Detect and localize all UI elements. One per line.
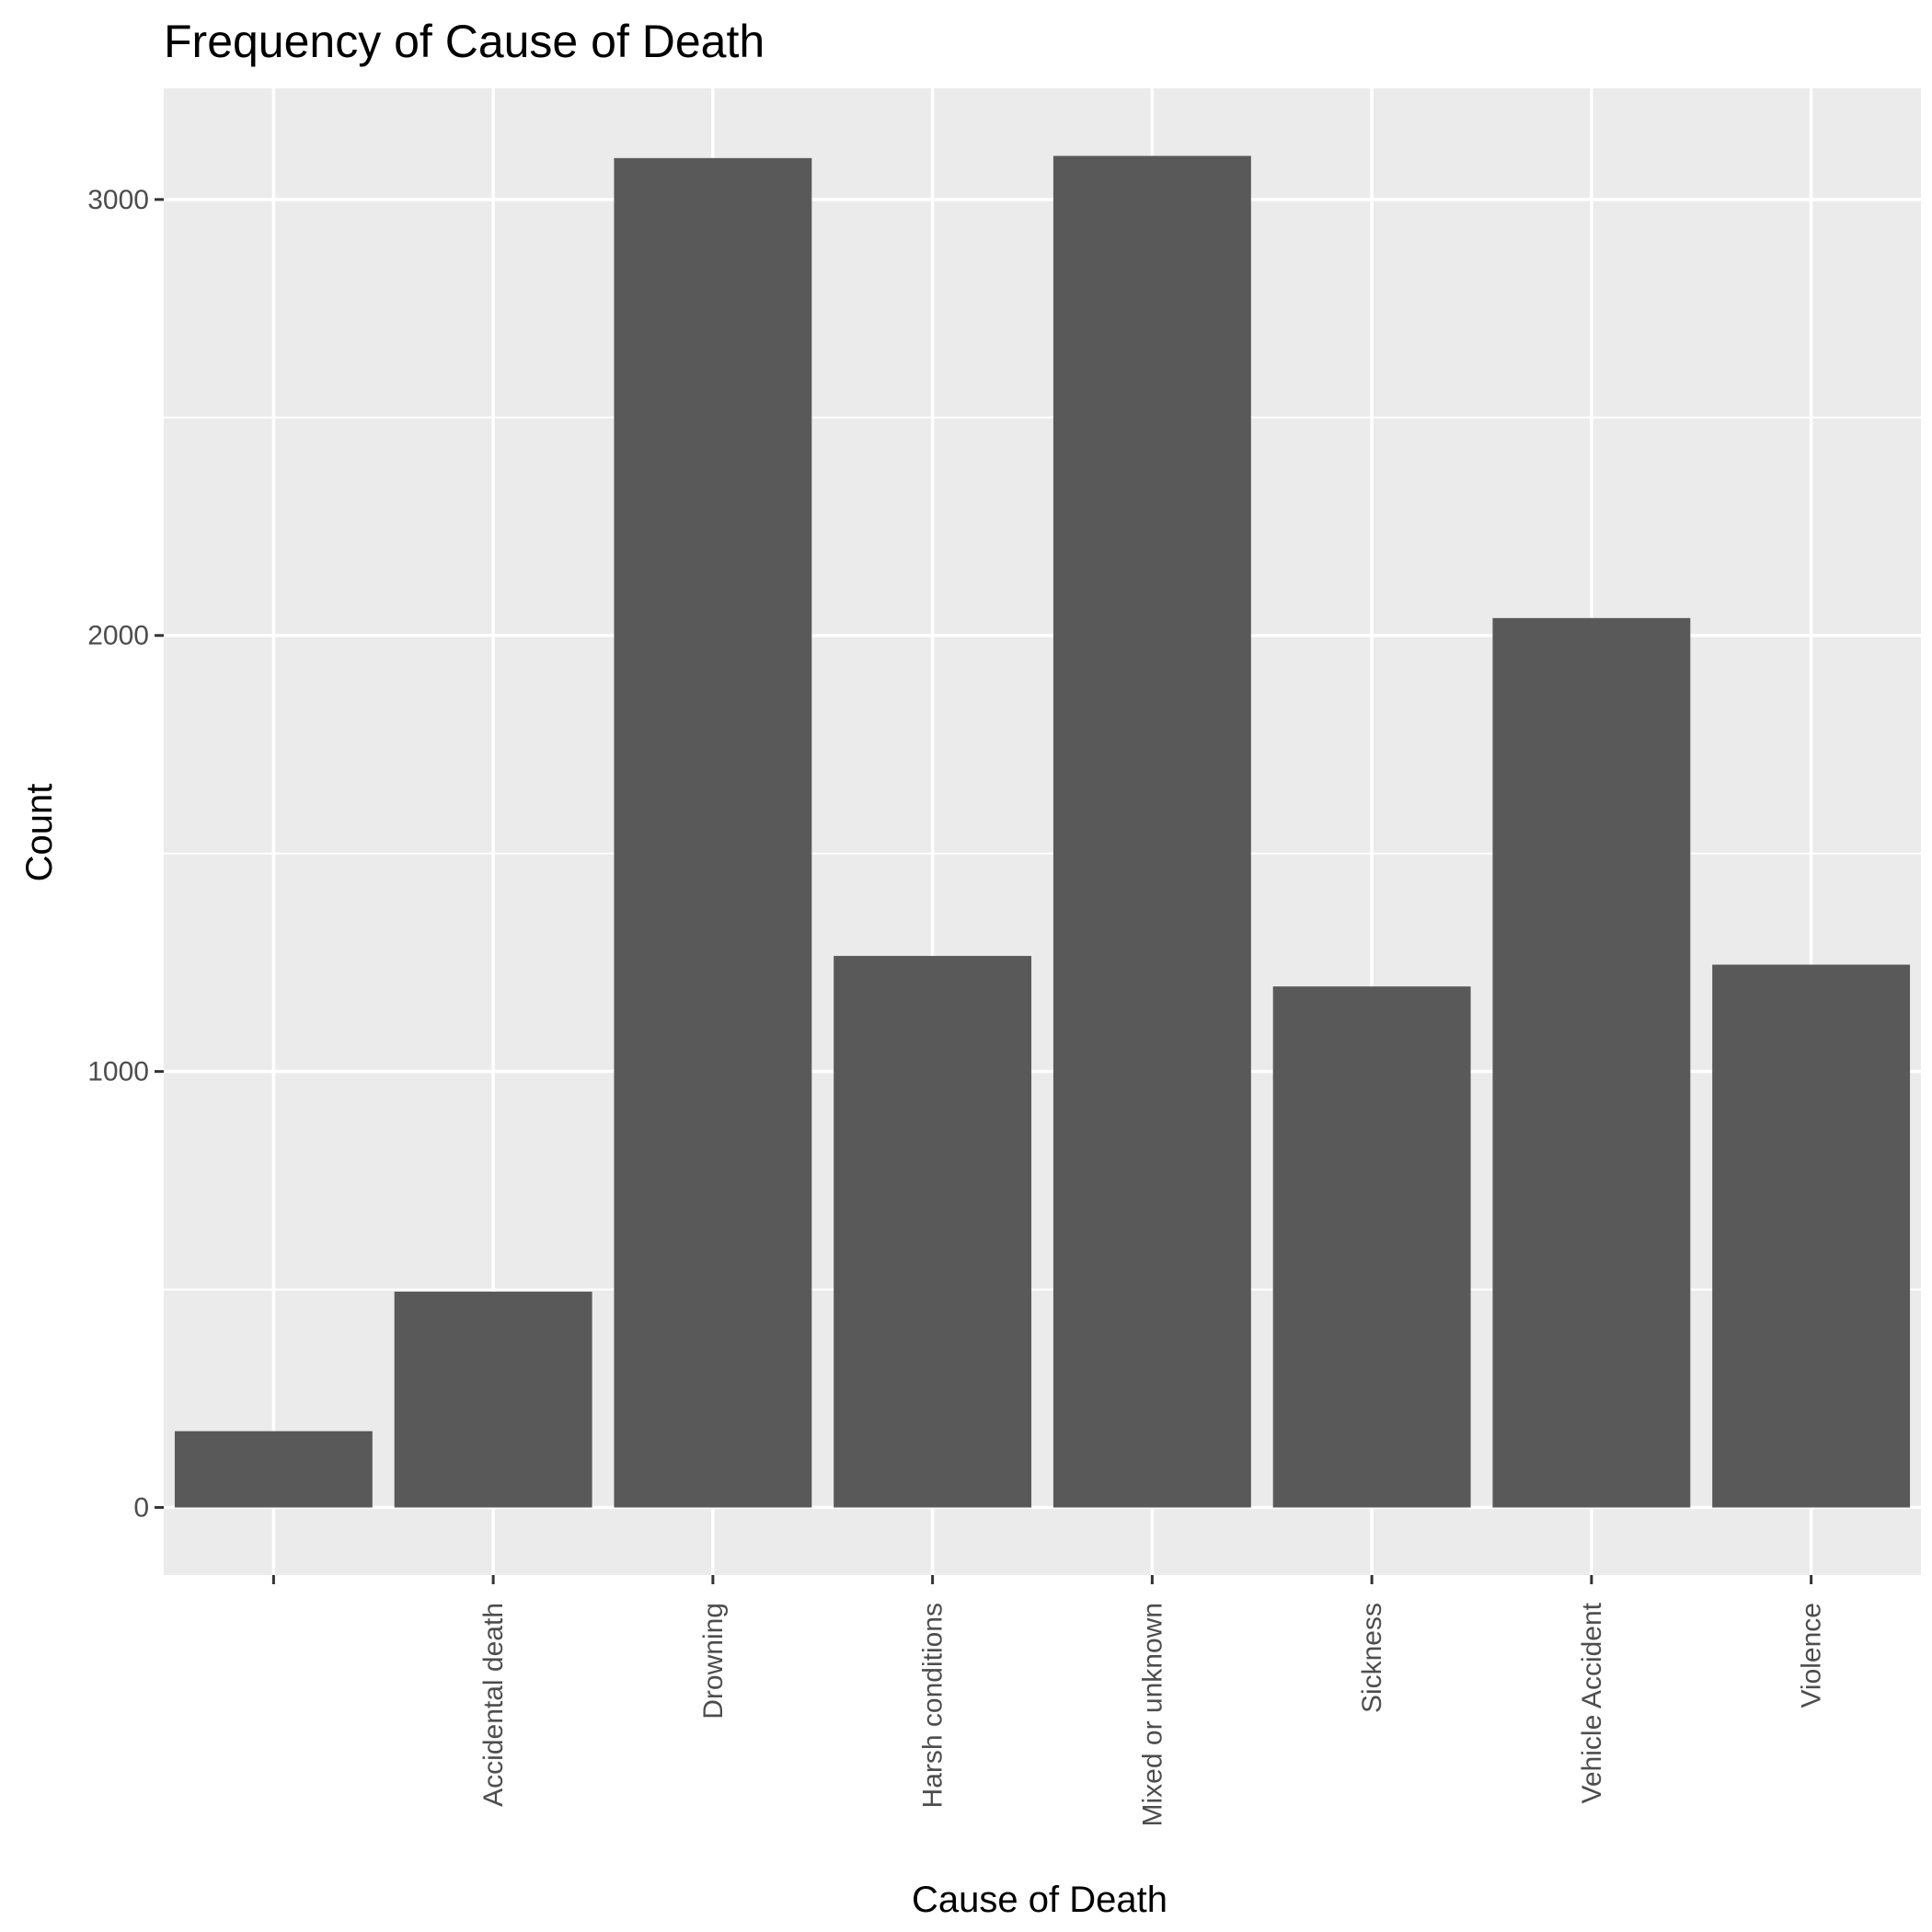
x-tick-label: Accidental death (478, 1603, 509, 1807)
bar (1492, 617, 1691, 1508)
x-tick-label: Drowning (698, 1603, 729, 1719)
x-tick-label: Vehicle Accident (1577, 1602, 1607, 1803)
x-tick-label: Sickness (1357, 1603, 1387, 1713)
bar (1052, 155, 1251, 1508)
y-axis: 0 1000 2000 3000 (87, 185, 164, 1524)
y-tick-label: 0 (133, 1493, 149, 1524)
bar (1712, 964, 1911, 1508)
bar (1272, 986, 1471, 1508)
x-tick-label: Violence (1797, 1603, 1827, 1708)
x-tick-label: Mixed or unknown (1137, 1603, 1167, 1826)
bar (174, 1431, 373, 1508)
chart-title: Frequency of Cause of Death (164, 16, 765, 67)
bar (394, 1291, 592, 1508)
x-axis: Accidental death Drowning Harsh conditions… (271, 1575, 1827, 1826)
bar (614, 157, 812, 1508)
y-tick-label: 2000 (87, 621, 149, 651)
y-axis-title: Count (19, 784, 60, 882)
x-axis-title: Cause of Death (912, 1880, 1167, 1920)
bar (834, 956, 1032, 1508)
bars (174, 155, 1911, 1508)
y-tick-label: 3000 (87, 185, 149, 215)
x-tick-label: Harsh conditions (918, 1603, 949, 1808)
y-tick-label: 1000 (87, 1057, 149, 1087)
